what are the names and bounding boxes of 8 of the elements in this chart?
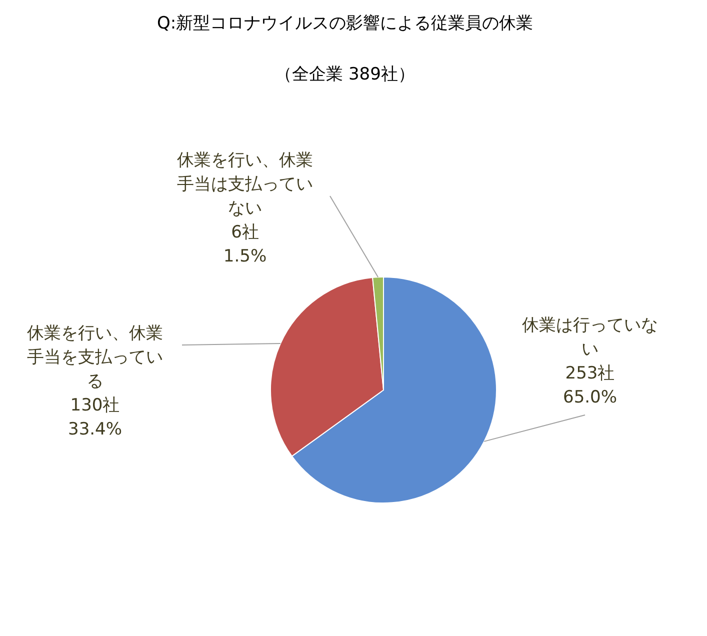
data-label: 6社 1.5% [223, 222, 267, 266]
data-label: 130社 33.4% [68, 395, 122, 440]
slice-label: 休業を行い、休業手当を支払っている [27, 323, 163, 392]
slice-label: 休業は行っていない [522, 315, 658, 360]
chart-title: Q:新型コロナウイルスの影響による従業員の休業 [156, 13, 534, 34]
slice-label: 休業を行い、休業手当は支払っていない [177, 150, 313, 218]
chart-subtitle: （全企業 389社） [275, 64, 415, 84]
data-label: 253社 65.0% [562, 363, 618, 408]
